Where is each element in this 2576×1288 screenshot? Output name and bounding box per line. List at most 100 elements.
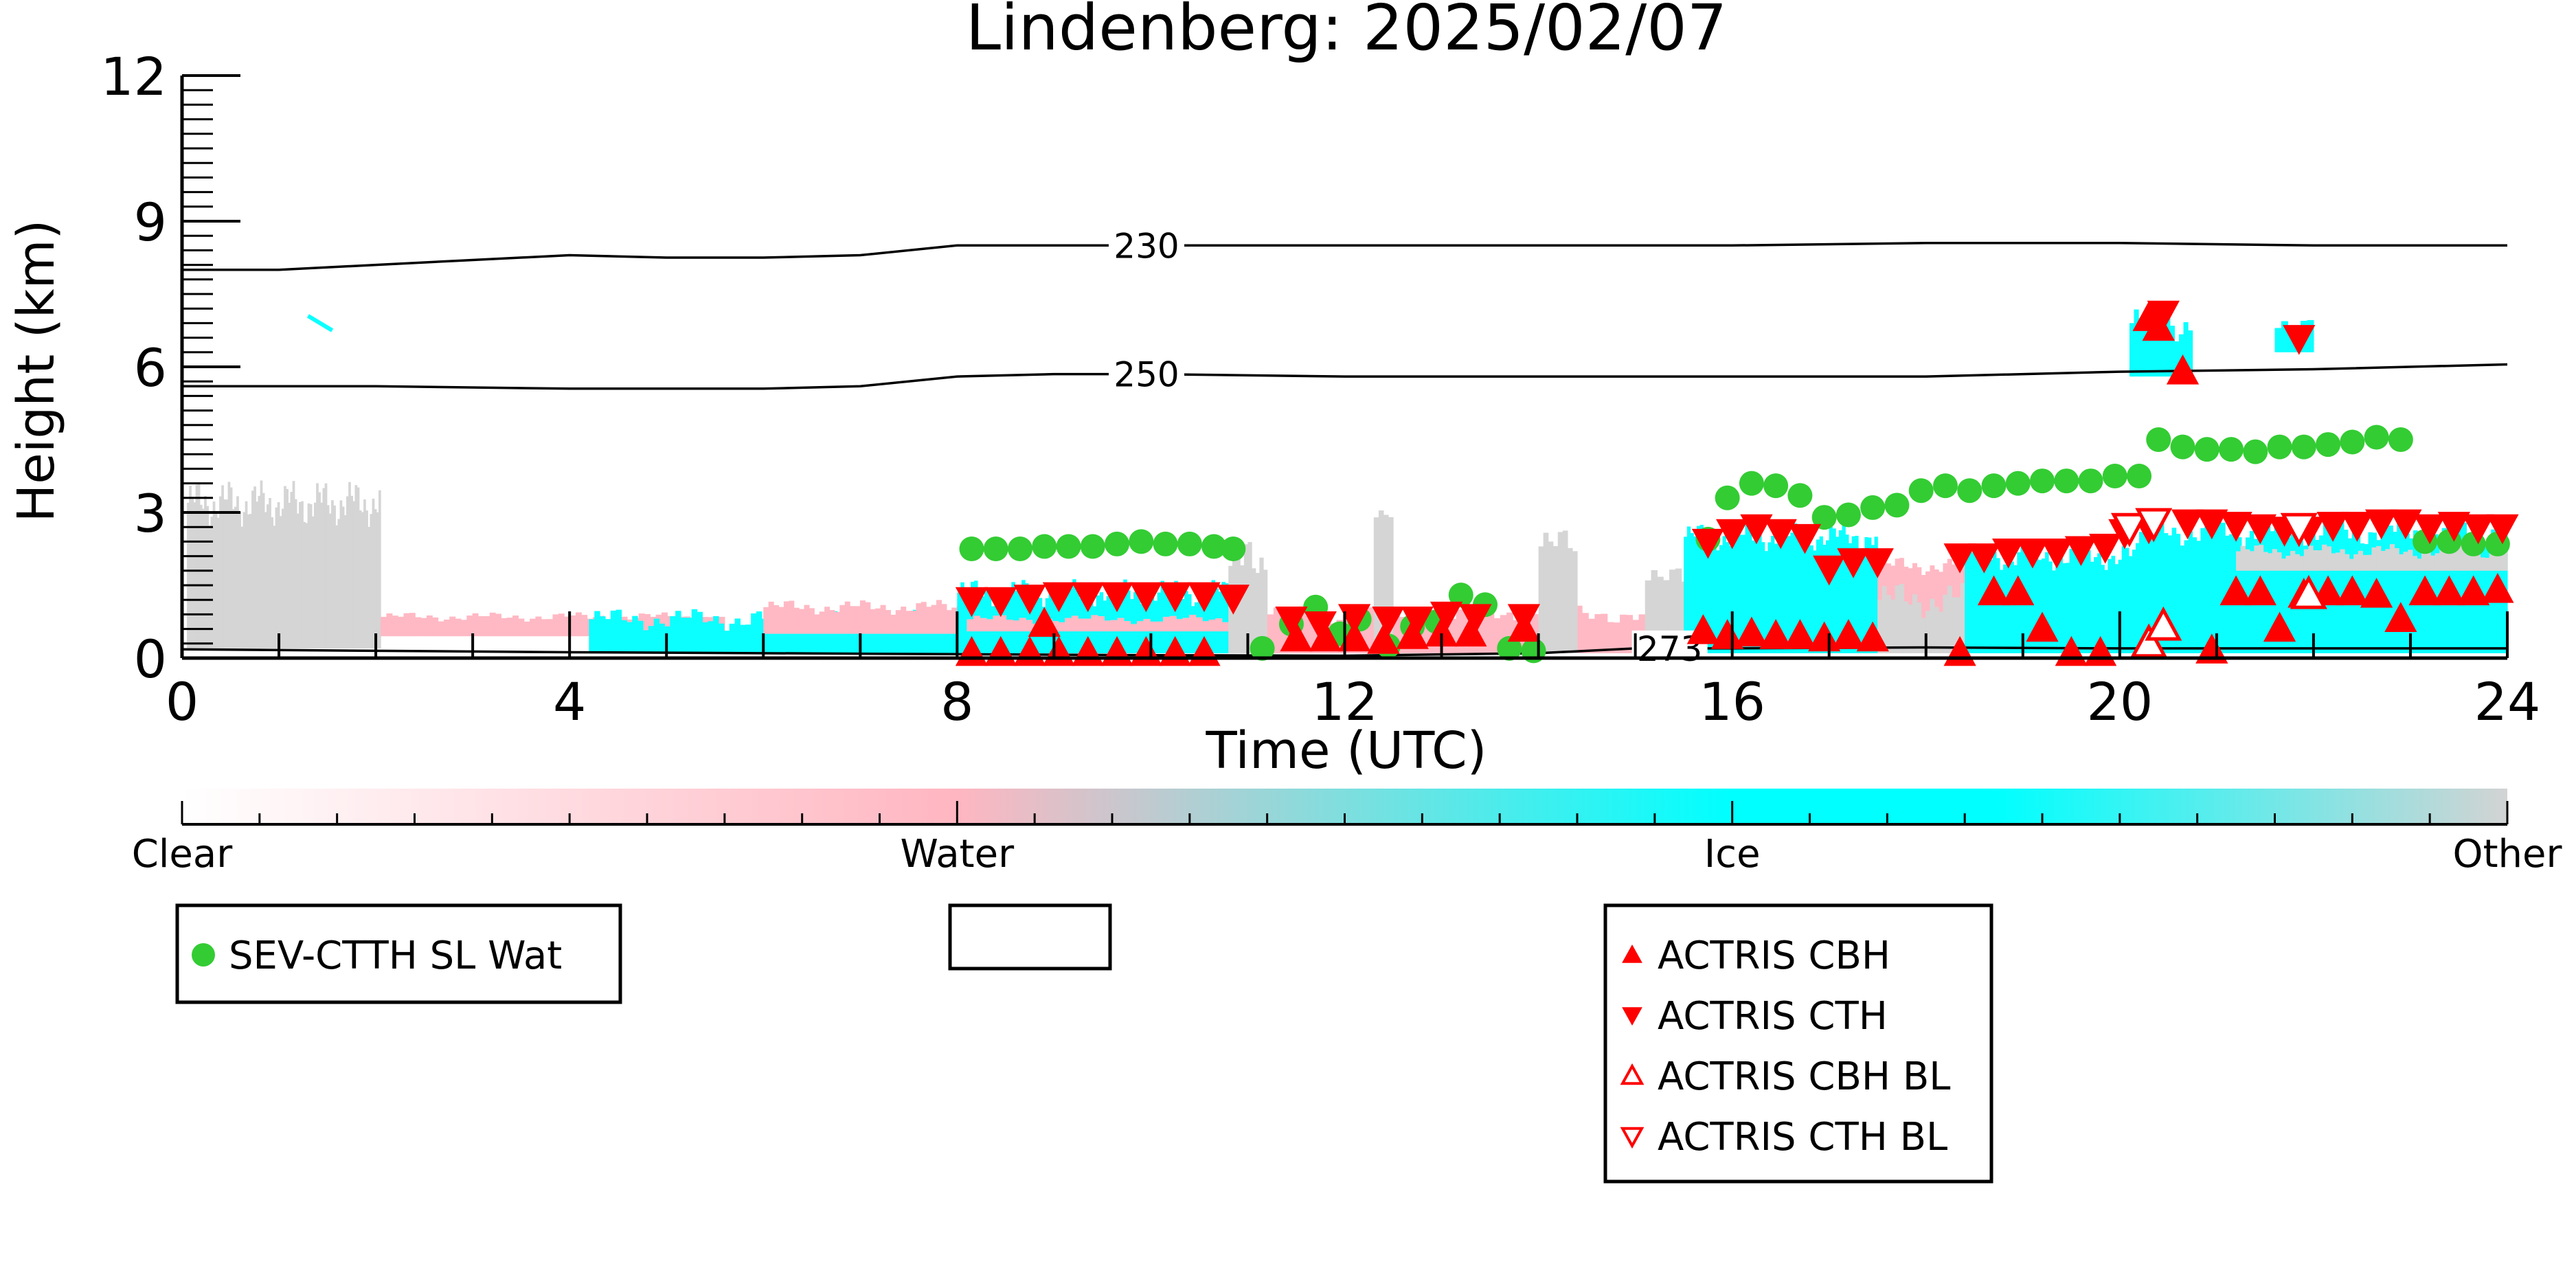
classification-field [187,307,2508,653]
point-actris-cth [1861,548,1894,578]
colorbar-label-clear: Clear [132,832,233,877]
point-sev-ctth-sl-wat [2243,439,2268,464]
contour-label-250: 250 [1114,355,1179,395]
point-sev-ctth-sl-wat [1981,473,2007,499]
y-tick-label: 6 [134,337,167,398]
category-colorbar: Clear Water Ice Other [132,789,2562,877]
point-actris-cth [1991,539,2025,569]
point-actris-cth [1691,528,1725,559]
point-sev-ctth-sl-wat [2194,437,2219,462]
ice-cloud-high [2129,307,2193,377]
point-actris-cbh [1710,619,1744,649]
point-actris-cth-bl [2280,512,2318,547]
point-actris-cbh [2263,611,2296,642]
legend-entry: ACTRIS CTH BL [1620,1115,1947,1160]
point-actris-cbh [2195,633,2228,664]
legend-marker-actris [1622,1007,1642,1026]
y-tick-label: 3 [134,483,167,544]
point-actris-cth [1188,582,1221,613]
axes: 0 3 6 9 12 0 4 8 12 16 20 24 [100,46,2540,732]
point-actris-cbh [1977,575,2011,606]
point-sev-ctth-sl-wat [1763,473,1789,499]
other-spike-1 [1373,510,1394,653]
point-actris-cbh-bl [2145,606,2182,641]
legend-label-actris: ACTRIS CTH BL [1658,1115,1947,1160]
point-actris-cbh [1686,614,1719,644]
point-actris-cth [1764,519,1797,550]
point-sev-ctth-sl-wat [1787,483,1813,508]
point-sev-ctth-sl-wat [1250,635,1275,661]
point-actris-cbh [1280,621,1313,652]
point-actris-cbh [1337,621,1371,652]
point-actris-cbh [2002,575,2035,606]
point-actris-cth [1459,604,1492,634]
legends: SEV-CTTH SL Wat ACTRIS CBH ACTRIS CTH ACTRI… [175,903,1993,1184]
x-axis-label: Time (UTC) [1205,721,1487,780]
legend-marker-sev [192,943,215,967]
point-actris-cbh [1808,621,1841,652]
contour-line-230 [182,242,2507,271]
point-sev-ctth-sl-wat [2388,427,2413,452]
point-sev-ctth-sl-wat [1221,536,1246,561]
point-sev-ctth-sl-wat [1860,495,1886,520]
x-tick-label: 12 [1311,671,1378,732]
point-sev-ctth-sl-wat [2170,434,2195,460]
point-actris-cth [1837,548,1870,578]
point-actris-cth [1967,543,2001,574]
point-actris-cth [2462,514,2495,545]
point-actris-cth [2437,512,2471,542]
point-actris-cbh [2166,354,2200,385]
point-sev-ctth-sl-wat [1177,531,1202,556]
point-actris-cbh [1396,619,1429,649]
point-sev-ctth-sl-wat [2005,471,2031,496]
point-sev-ctth-sl-wat [2340,429,2365,455]
point-actris-cbh [1832,619,1865,649]
point-actris-cbh [2384,602,2417,632]
point-actris-cbh [2219,575,2252,606]
series-actris-cth [955,300,2519,642]
contour-label-230: 230 [1114,226,1179,266]
point-actris-cth [2244,514,2276,545]
other-region-early [187,480,381,648]
point-actris-cbh-bl [2130,623,2168,658]
x-tick-label: 24 [2474,671,2541,732]
point-actris-cth [2089,533,2122,564]
point-actris-cbh [2456,575,2490,606]
point-sev-ctth-sl-wat [2127,464,2152,488]
point-actris-cth [1275,606,1308,637]
point-actris-cth [1100,582,1133,613]
other-region-evening [1877,583,1965,653]
point-actris-cbh [1309,621,1342,652]
point-actris-cth [1304,611,1337,642]
point-actris-cth-bl [2110,512,2148,547]
legend-entry: ACTRIS CBH BL [1620,1054,1950,1099]
point-actris-cth [1159,582,1192,613]
point-sev-ctth-sl-wat [1715,485,1740,510]
point-actris-cbh [1759,619,1792,649]
point-sev-ctth-sl-wat [2146,427,2171,452]
point-sev-ctth-sl-wat [2102,464,2127,488]
point-sev-ctth-sl-wat [1008,536,1033,561]
point-actris-cbh [2481,573,2514,603]
point-actris-cth [2147,300,2180,331]
point-actris-cth [1013,585,1046,615]
point-actris-cth-bl [2135,508,2173,543]
point-sev-ctth-sl-wat [1080,534,1105,559]
colorbar-label-water: Water [901,832,1015,877]
point-actris-cbh-bl [2290,574,2327,609]
point-sev-ctth-sl-wat [2267,434,2292,460]
water-region-mid [763,600,968,634]
point-actris-cth [2413,514,2446,545]
point-sev-ctth-sl-wat [1908,478,1934,504]
point-sev-ctth-sl-wat [1129,529,1154,554]
point-actris-cth [1372,606,1405,637]
point-actris-cbh [2408,575,2441,606]
legend-label-actris: ACTRIS CTH [1658,994,1888,1039]
point-sev-ctth-sl-wat [1835,502,1861,528]
other-spike-2 [1538,530,1578,653]
point-sev-ctth-sl-wat [1811,505,1837,530]
point-actris-cth [2340,512,2374,542]
legend-box-right [1603,903,1993,1184]
point-sev-ctth-sl-wat [983,536,1008,561]
